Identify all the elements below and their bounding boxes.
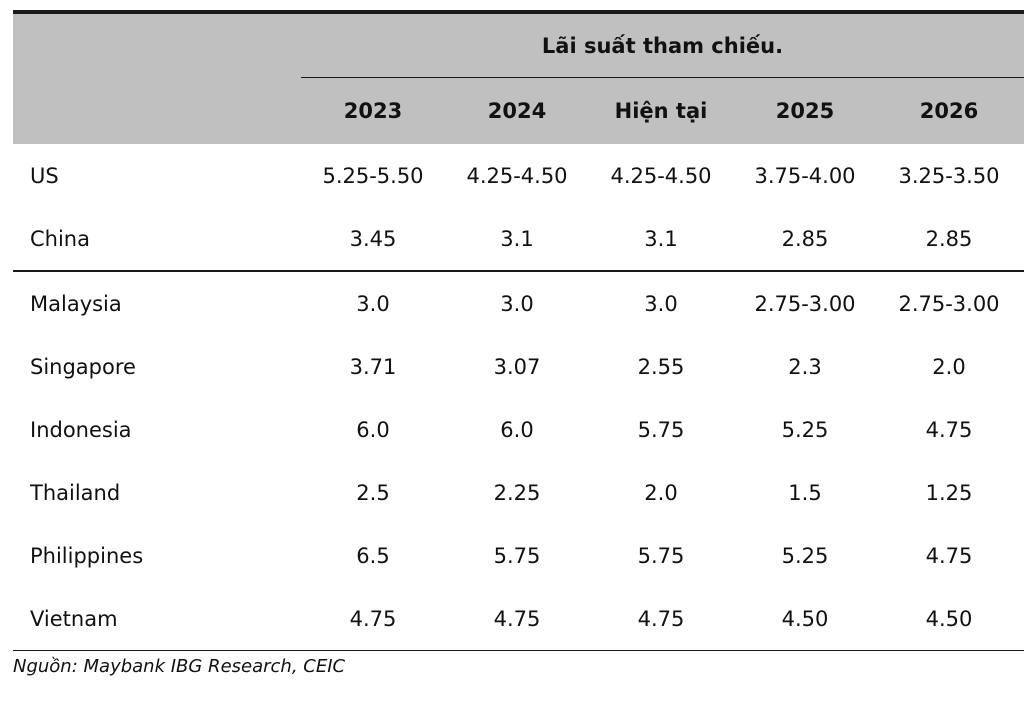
rate-cell: 4.75 — [925, 417, 973, 442]
column-header: 2024 — [487, 99, 547, 123]
country-name: Singapore — [30, 354, 136, 379]
rate-cell: 2.85 — [925, 226, 973, 251]
column-header: 2025 — [775, 99, 835, 123]
table-row: Thailand 2.5 2.25 2.0 1.5 1.25 — [13, 461, 1024, 524]
rate-cell: 4.75 — [493, 606, 541, 631]
rate-cell: 2.75-3.00 — [754, 291, 856, 316]
rate-cell: 5.75 — [493, 543, 541, 568]
rate-cell: 1.25 — [925, 480, 973, 505]
table-row: Vietnam 4.75 4.75 4.75 4.50 4.50 — [13, 587, 1024, 650]
table-row: Singapore 3.71 3.07 2.55 2.3 2.0 — [13, 335, 1024, 398]
rate-cell: 3.45 — [349, 226, 397, 251]
column-header: 2023 — [343, 99, 403, 123]
country-name: Indonesia — [30, 417, 132, 442]
column-headers: 2023 2024 Hiện tại 2025 2026 — [301, 78, 1024, 144]
rate-cell: 4.25-4.50 — [610, 163, 712, 188]
country-name: Philippines — [30, 543, 144, 568]
rate-cell: 2.0 — [644, 480, 678, 505]
rate-cell: 2.3 — [788, 354, 822, 379]
rate-cell: 4.50 — [781, 606, 829, 631]
table-header: Lãi suất tham chiếu. 2023 2024 Hiện tại … — [13, 14, 1024, 144]
source-footnote: Nguồn: Maybank IBG Research, CEIC — [13, 656, 346, 677]
rate-cell: 4.50 — [925, 606, 973, 631]
column-header: 2026 — [919, 99, 979, 123]
interest-rate-table: Lãi suất tham chiếu. 2023 2024 Hiện tại … — [13, 10, 1024, 651]
table-top-rule — [13, 10, 1024, 14]
rate-cell: 2.25 — [493, 480, 541, 505]
rate-cell: 5.25 — [781, 417, 829, 442]
rate-cell: 3.71 — [349, 354, 397, 379]
rate-cell: 2.55 — [637, 354, 685, 379]
rate-cell: 3.1 — [644, 226, 678, 251]
rate-cell: 4.75 — [349, 606, 397, 631]
rate-cell: 3.25-3.50 — [898, 163, 1000, 188]
table-row: US 5.25-5.50 4.25-4.50 4.25-4.50 3.75-4.… — [13, 144, 1024, 207]
rate-cell: 2.5 — [356, 480, 390, 505]
table-row: Indonesia 6.0 6.0 5.75 5.25 4.75 — [13, 398, 1024, 461]
table-bottom-rule — [13, 650, 1024, 651]
table-row: China 3.45 3.1 3.1 2.85 2.85 — [13, 207, 1024, 270]
rate-cell: 4.25-4.50 — [466, 163, 568, 188]
table-row: Philippines 6.5 5.75 5.75 5.25 4.75 — [13, 524, 1024, 587]
rate-cell: 3.1 — [500, 226, 534, 251]
group-divider — [13, 270, 1024, 272]
group-header: Lãi suất tham chiếu. — [301, 14, 1024, 78]
rate-cell: 4.75 — [637, 606, 685, 631]
rate-cell: 3.0 — [500, 291, 534, 316]
rate-cell: 5.25-5.50 — [322, 163, 424, 188]
rate-cell: 2.75-3.00 — [898, 291, 1000, 316]
rate-cell: 5.75 — [637, 543, 685, 568]
rate-cell: 3.0 — [356, 291, 390, 316]
column-header: Hiện tại — [614, 99, 708, 123]
country-name: Malaysia — [30, 291, 122, 316]
rate-cell: 3.07 — [493, 354, 541, 379]
table-row: Malaysia 3.0 3.0 3.0 2.75-3.00 2.75-3.00 — [13, 272, 1024, 335]
rate-cell: 5.75 — [637, 417, 685, 442]
rate-cell: 2.0 — [932, 354, 966, 379]
rate-cell: 5.25 — [781, 543, 829, 568]
country-name: Vietnam — [30, 606, 118, 631]
rate-cell: 3.0 — [644, 291, 678, 316]
rate-cell: 6.0 — [500, 417, 534, 442]
rate-cell: 1.5 — [788, 480, 822, 505]
rate-cell: 6.5 — [356, 543, 390, 568]
country-name: China — [30, 226, 90, 251]
country-name: Thailand — [30, 480, 121, 505]
rate-cell: 2.85 — [781, 226, 829, 251]
rate-cell: 3.75-4.00 — [754, 163, 856, 188]
rate-cell: 6.0 — [356, 417, 390, 442]
rate-cell: 4.75 — [925, 543, 973, 568]
country-name: US — [30, 163, 59, 188]
